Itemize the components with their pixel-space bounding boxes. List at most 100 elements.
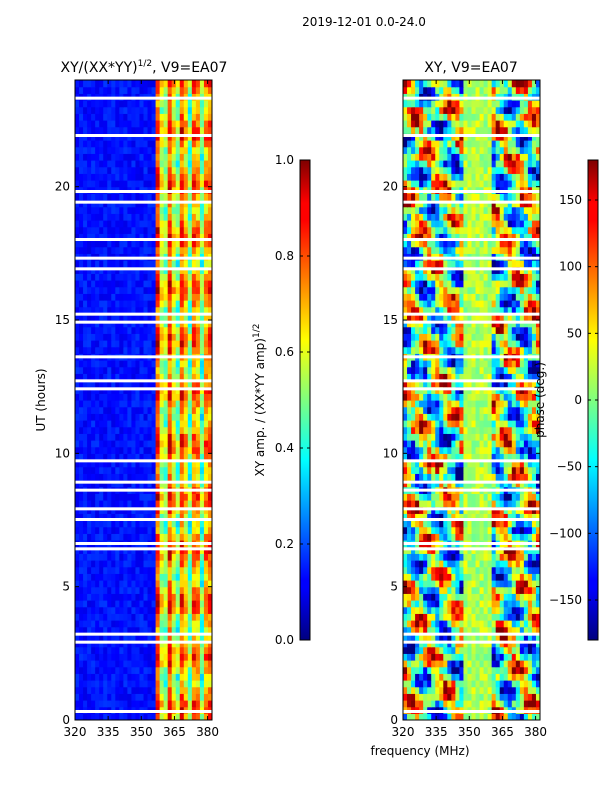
heatmap-cell: [119, 406, 124, 414]
heatmap-cell: [427, 713, 432, 720]
heatmap-cell: [407, 493, 412, 501]
heatmap-cell: [499, 633, 505, 641]
heatmap-cell: [183, 113, 189, 121]
heatmap-cell: [155, 573, 161, 581]
heatmap-cell: [451, 673, 456, 681]
heatmap-cell: [163, 193, 169, 201]
heatmap-cell: [135, 240, 141, 248]
heatmap-cell: [87, 366, 92, 374]
heatmap-cell: [127, 613, 133, 621]
heatmap-cell: [83, 233, 88, 241]
heatmap-cell: [167, 466, 173, 474]
heatmap-cell: [511, 466, 517, 474]
heatmap-cell: [483, 426, 489, 434]
heatmap-cell: [195, 593, 201, 601]
heatmap-cell: [91, 653, 96, 661]
heatmap-cell: [115, 440, 120, 448]
heatmap-cell: [447, 713, 452, 720]
heatmap-cell: [103, 273, 108, 281]
heatmap-cell: [187, 340, 193, 348]
heatmap-cell: [419, 586, 424, 594]
heatmap-cell: [91, 106, 96, 114]
heatmap-cell: [415, 433, 420, 441]
heatmap-cell: [179, 440, 185, 448]
heatmap-cell: [203, 206, 209, 214]
heatmap-cell: [407, 633, 412, 641]
heatmap-cell: [203, 246, 209, 254]
heatmap-cell: [151, 293, 157, 301]
heatmap-cell: [83, 620, 88, 628]
heatmap-cell: [155, 260, 161, 268]
heatmap-cell: [83, 446, 88, 454]
heatmap-cell: [139, 86, 145, 94]
heatmap-cell: [207, 280, 212, 288]
heatmap-cell: [91, 406, 96, 414]
heatmap-cell: [143, 366, 149, 374]
heatmap-cell: [103, 673, 108, 681]
heatmap-cell: [535, 600, 540, 608]
heatmap-cell: [147, 533, 153, 541]
heatmap-cell: [99, 260, 104, 268]
heatmap-cell: [171, 180, 177, 188]
heatmap-cell: [447, 460, 452, 468]
heatmap-cell: [535, 400, 540, 408]
heatmap-cell: [159, 526, 165, 534]
heatmap-cell: [519, 606, 525, 614]
heatmap-cell: [419, 593, 424, 601]
heatmap-cell: [187, 366, 193, 374]
heatmap-cell: [151, 453, 157, 461]
heatmap-cell: [207, 333, 212, 341]
heatmap-cell: [135, 660, 141, 668]
heatmap-cell: [483, 526, 489, 534]
heatmap-cell: [175, 273, 181, 281]
heatmap-cell: [115, 306, 120, 314]
heatmap-cell: [415, 686, 420, 694]
heatmap-cell: [119, 493, 124, 501]
heatmap-cell: [155, 86, 161, 94]
heatmap-cell: [143, 146, 149, 154]
heatmap-cell: [139, 260, 145, 268]
heatmap-cell: [107, 466, 112, 474]
heatmap-cell: [167, 626, 173, 634]
heatmap-cell: [203, 693, 209, 701]
heatmap-cell: [479, 633, 485, 641]
heatmap-cell: [175, 293, 181, 301]
heatmap-cell: [535, 693, 540, 701]
heatmap-cell: [415, 560, 420, 568]
flagged-data-row: [75, 710, 212, 713]
heatmap-cell: [419, 620, 424, 628]
heatmap-cell: [179, 413, 185, 421]
heatmap-cell: [483, 466, 489, 474]
heatmap-cell: [143, 600, 149, 608]
heatmap-cell: [495, 660, 501, 668]
heatmap-cell: [447, 500, 452, 508]
heatmap-cell: [75, 560, 80, 568]
heatmap-cell: [167, 373, 173, 381]
heatmap-cell: [483, 693, 489, 701]
heatmap-cell: [151, 400, 157, 408]
heatmap-cell: [451, 600, 456, 608]
heatmap-cell: [207, 426, 212, 434]
heatmap-cell: [427, 566, 432, 574]
heatmap-cell: [79, 340, 84, 348]
heatmap-cell: [527, 680, 533, 688]
heatmap-cell: [123, 433, 128, 441]
heatmap-cell: [171, 693, 177, 701]
flagged-data-row: [75, 96, 212, 100]
heatmap-cell: [503, 446, 509, 454]
heatmap-cell: [147, 180, 153, 188]
heatmap-cell: [163, 500, 169, 508]
heatmap-cell: [447, 666, 452, 674]
heatmap-cell: [191, 613, 197, 621]
heatmap-cell: [139, 400, 145, 408]
heatmap-cell: [191, 686, 197, 694]
heatmap-cell: [79, 306, 84, 314]
heatmap-cell: [191, 466, 197, 474]
heatmap-cell: [183, 280, 189, 288]
heatmap-cell: [439, 560, 444, 568]
heatmap-cell: [131, 400, 137, 408]
heatmap-cell: [479, 673, 485, 681]
heatmap-cell: [163, 646, 169, 654]
heatmap-cell: [159, 140, 165, 148]
heatmap-cell: [479, 513, 485, 521]
